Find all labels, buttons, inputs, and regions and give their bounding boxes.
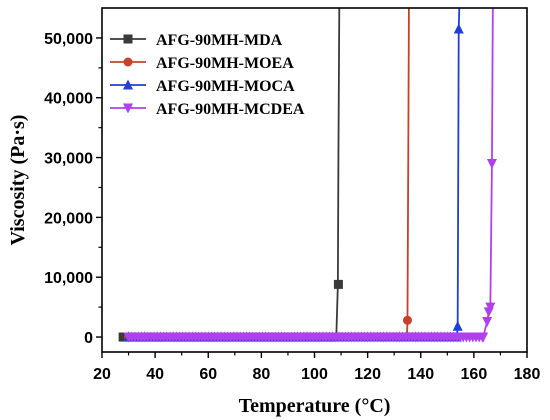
y-tick-label: 20,000 (44, 210, 93, 227)
y-tick-label: 0 (84, 330, 93, 347)
legend-marker (123, 79, 133, 90)
y-tick-label: 50,000 (44, 31, 93, 48)
data-point (486, 159, 497, 170)
legend-marker (123, 34, 133, 44)
legend: AFG-90MH-MDA AFG-90MH-MOEA AFG-90MH-MOCA AF… (110, 32, 305, 118)
legend-label: AFG-90MH-MOEA (156, 55, 294, 72)
y-tick-label: 30,000 (44, 151, 93, 168)
y-axis-title: Viscosity (Pa·s) (7, 115, 29, 246)
x-tick-label: 20 (93, 366, 111, 383)
series-line (128, 8, 461, 338)
series-3 (123, 8, 464, 342)
legend-label: AFG-90MH-MDA (156, 32, 283, 49)
data-point (123, 332, 134, 343)
legend-item-2: AFG-90MH-MOEA (110, 55, 294, 72)
data-point (485, 302, 496, 313)
x-tick-label: 140 (407, 366, 434, 383)
x-tick-label: 160 (461, 366, 488, 383)
data-point (118, 332, 128, 342)
legend-item-1: AFG-90MH-MDA (110, 32, 283, 49)
legend-label: AFG-90MH-MOCA (156, 78, 295, 95)
x-axis-title: Temperature (°C) (239, 395, 391, 417)
series-1 (118, 8, 343, 342)
series-line (128, 8, 494, 338)
data-point (453, 23, 464, 34)
x-tick-label: 100 (301, 366, 328, 383)
legend-marker (123, 103, 133, 114)
series-line (128, 8, 410, 338)
x-tick-label: 40 (146, 366, 164, 383)
data-point (478, 332, 489, 343)
x-tick-label: 120 (354, 366, 381, 383)
x-tick-label: 180 (514, 366, 541, 383)
series-4 (123, 8, 497, 343)
data-point (482, 316, 493, 327)
axes: 20 40 60 80 100 120 140 160 180 0 10,000 20,000 30,0… (44, 7, 541, 383)
data-point (452, 320, 463, 331)
data-point (333, 279, 343, 289)
data-point (402, 315, 412, 325)
legend-label: AFG-90MH-MCDEA (156, 101, 305, 118)
legend-marker (123, 57, 133, 67)
x-tick-label: 80 (252, 366, 270, 383)
series-line (123, 8, 341, 338)
legend-item-4: AFG-90MH-MCDEA (110, 101, 305, 118)
y-tick-label: 40,000 (44, 91, 93, 108)
series-2 (124, 8, 412, 342)
legend-item-3: AFG-90MH-MOCA (110, 78, 295, 95)
plot-area (118, 8, 497, 343)
y-tick-label: 10,000 (44, 270, 93, 287)
x-tick-label: 60 (199, 366, 217, 383)
